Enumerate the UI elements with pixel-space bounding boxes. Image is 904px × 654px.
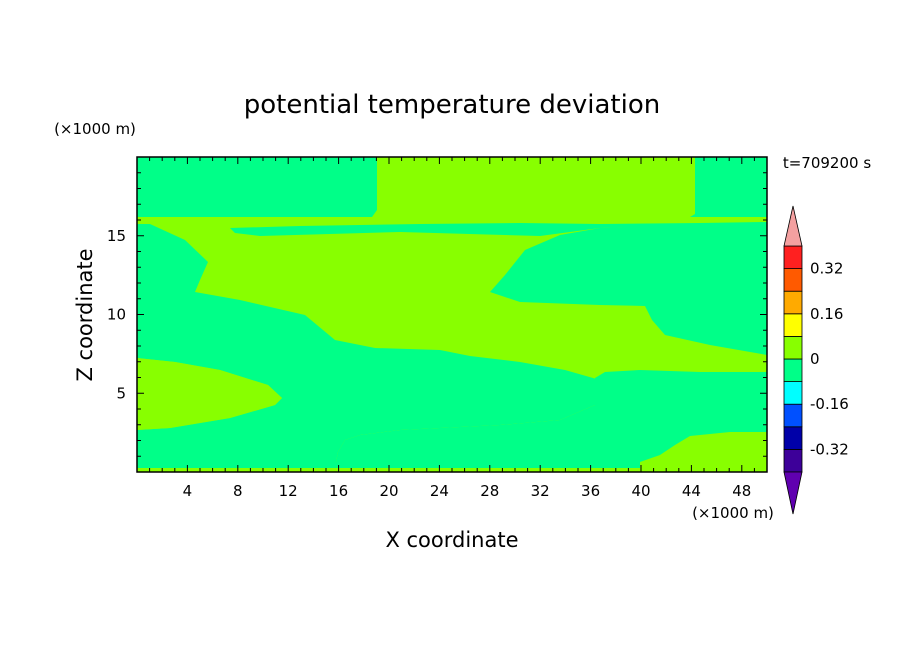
x-tick-label: 28	[480, 482, 499, 500]
colorbar-segment	[783, 381, 803, 405]
positive-region-top	[372, 157, 695, 217]
chart-title: potential temperature deviation	[244, 90, 660, 120]
y-tick-label: 5	[116, 384, 126, 402]
y-axis: 5 10 15	[107, 172, 767, 457]
colorbar-segment	[783, 403, 803, 428]
x-unit-label: (×1000 m)	[692, 504, 774, 522]
colorbar-under-arrow	[783, 471, 803, 515]
y-tick-label: 15	[107, 227, 126, 245]
colorbar-segment	[783, 290, 803, 315]
x-tick-label: 44	[682, 482, 701, 500]
x-tick-label: 24	[430, 482, 449, 500]
x-axis: 4 8 12 16 20 24 28 32 36 40 44 48	[149, 157, 755, 500]
x-tick-label: 32	[531, 482, 550, 500]
colorbar-over-arrow	[783, 205, 803, 247]
colorbar-tick-label: -0.16	[810, 395, 849, 413]
negative-region-inner	[137, 224, 608, 472]
colorbar-tick-label: 0.32	[810, 260, 843, 278]
x-tick-label: 16	[329, 482, 348, 500]
x-tick-label: 4	[183, 482, 193, 500]
x-tick-label: 20	[379, 482, 398, 500]
x-tick-label: 12	[279, 482, 298, 500]
colorbar-segment	[783, 245, 803, 270]
colorbar-segment	[783, 426, 803, 450]
colorbar: 0.32 0.16 0 -0.16 -0.32	[783, 205, 849, 515]
y-tick-label: 10	[107, 306, 126, 324]
positive-region-lower-left	[137, 358, 282, 430]
x-tick-label: 36	[581, 482, 600, 500]
plot-area	[136, 156, 768, 473]
colorbar-tick-label: -0.32	[810, 440, 849, 458]
colorbar-tick-label: 0	[810, 350, 820, 368]
positive-region-bottom-right	[640, 432, 767, 472]
time-label: t=709200 s	[783, 154, 871, 172]
colorbar-tick-label: 0.16	[810, 305, 843, 323]
positive-strip-16	[137, 217, 767, 221]
colorbar-segment	[783, 313, 803, 337]
colorbar-segment	[783, 358, 803, 383]
y-unit-label: (×1000 m)	[54, 120, 136, 138]
x-tick-label: 48	[732, 482, 751, 500]
colorbar-segment	[783, 335, 803, 360]
x-tick-label: 40	[631, 482, 650, 500]
x-axis-title: X coordinate	[385, 528, 518, 552]
colorbar-segment	[783, 448, 803, 473]
x-tick-label: 8	[233, 482, 243, 500]
negative-tongue-15	[230, 222, 767, 236]
colorbar-segment	[783, 268, 803, 292]
y-axis-title: Z coordinate	[73, 248, 97, 381]
